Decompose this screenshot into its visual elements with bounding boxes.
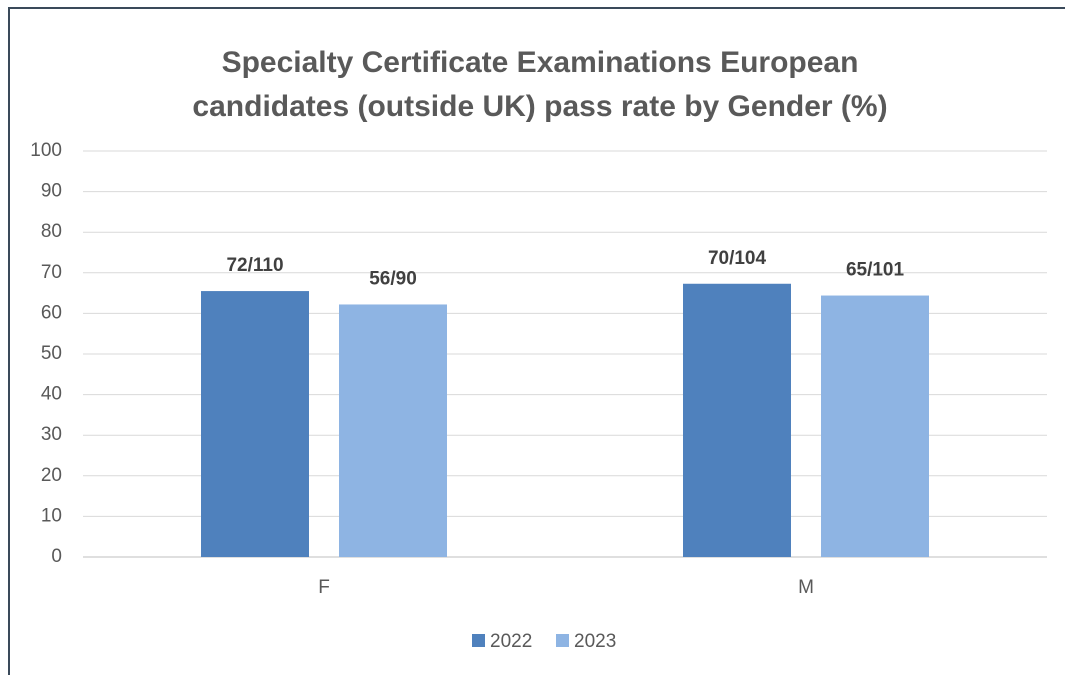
data-label: 56/90	[369, 268, 417, 289]
y-tick-label: 20	[41, 465, 62, 486]
y-tick-label: 100	[30, 140, 62, 161]
x-tick-label: F	[318, 577, 330, 598]
bar	[683, 283, 791, 557]
y-tick-label: 60	[41, 302, 62, 323]
frame	[8, 7, 1065, 675]
legend-swatch	[556, 634, 569, 647]
chart-title: candidates (outside UK) pass rate by Gen…	[192, 90, 887, 123]
x-tick-label: M	[798, 577, 814, 598]
y-tick-label: 30	[41, 424, 62, 445]
legend-swatch	[472, 634, 485, 647]
legend-label: 2023	[574, 631, 616, 652]
y-tick-label: 40	[41, 384, 62, 405]
y-tick-label: 80	[41, 221, 62, 242]
y-tick-label: 50	[41, 343, 62, 364]
data-label: 72/110	[226, 255, 283, 276]
data-label: 70/104	[708, 248, 767, 269]
y-tick-label: 70	[41, 262, 62, 283]
y-tick-label: 0	[51, 546, 62, 567]
data-label: 65/101	[846, 260, 905, 281]
y-tick-label: 10	[41, 505, 62, 526]
bar	[339, 304, 447, 557]
bar	[821, 295, 929, 557]
legend-label: 2022	[490, 631, 532, 652]
chart-title: Specialty Certificate Examinations Europ…	[222, 46, 859, 79]
bar	[201, 291, 309, 557]
y-tick-label: 90	[41, 181, 62, 202]
